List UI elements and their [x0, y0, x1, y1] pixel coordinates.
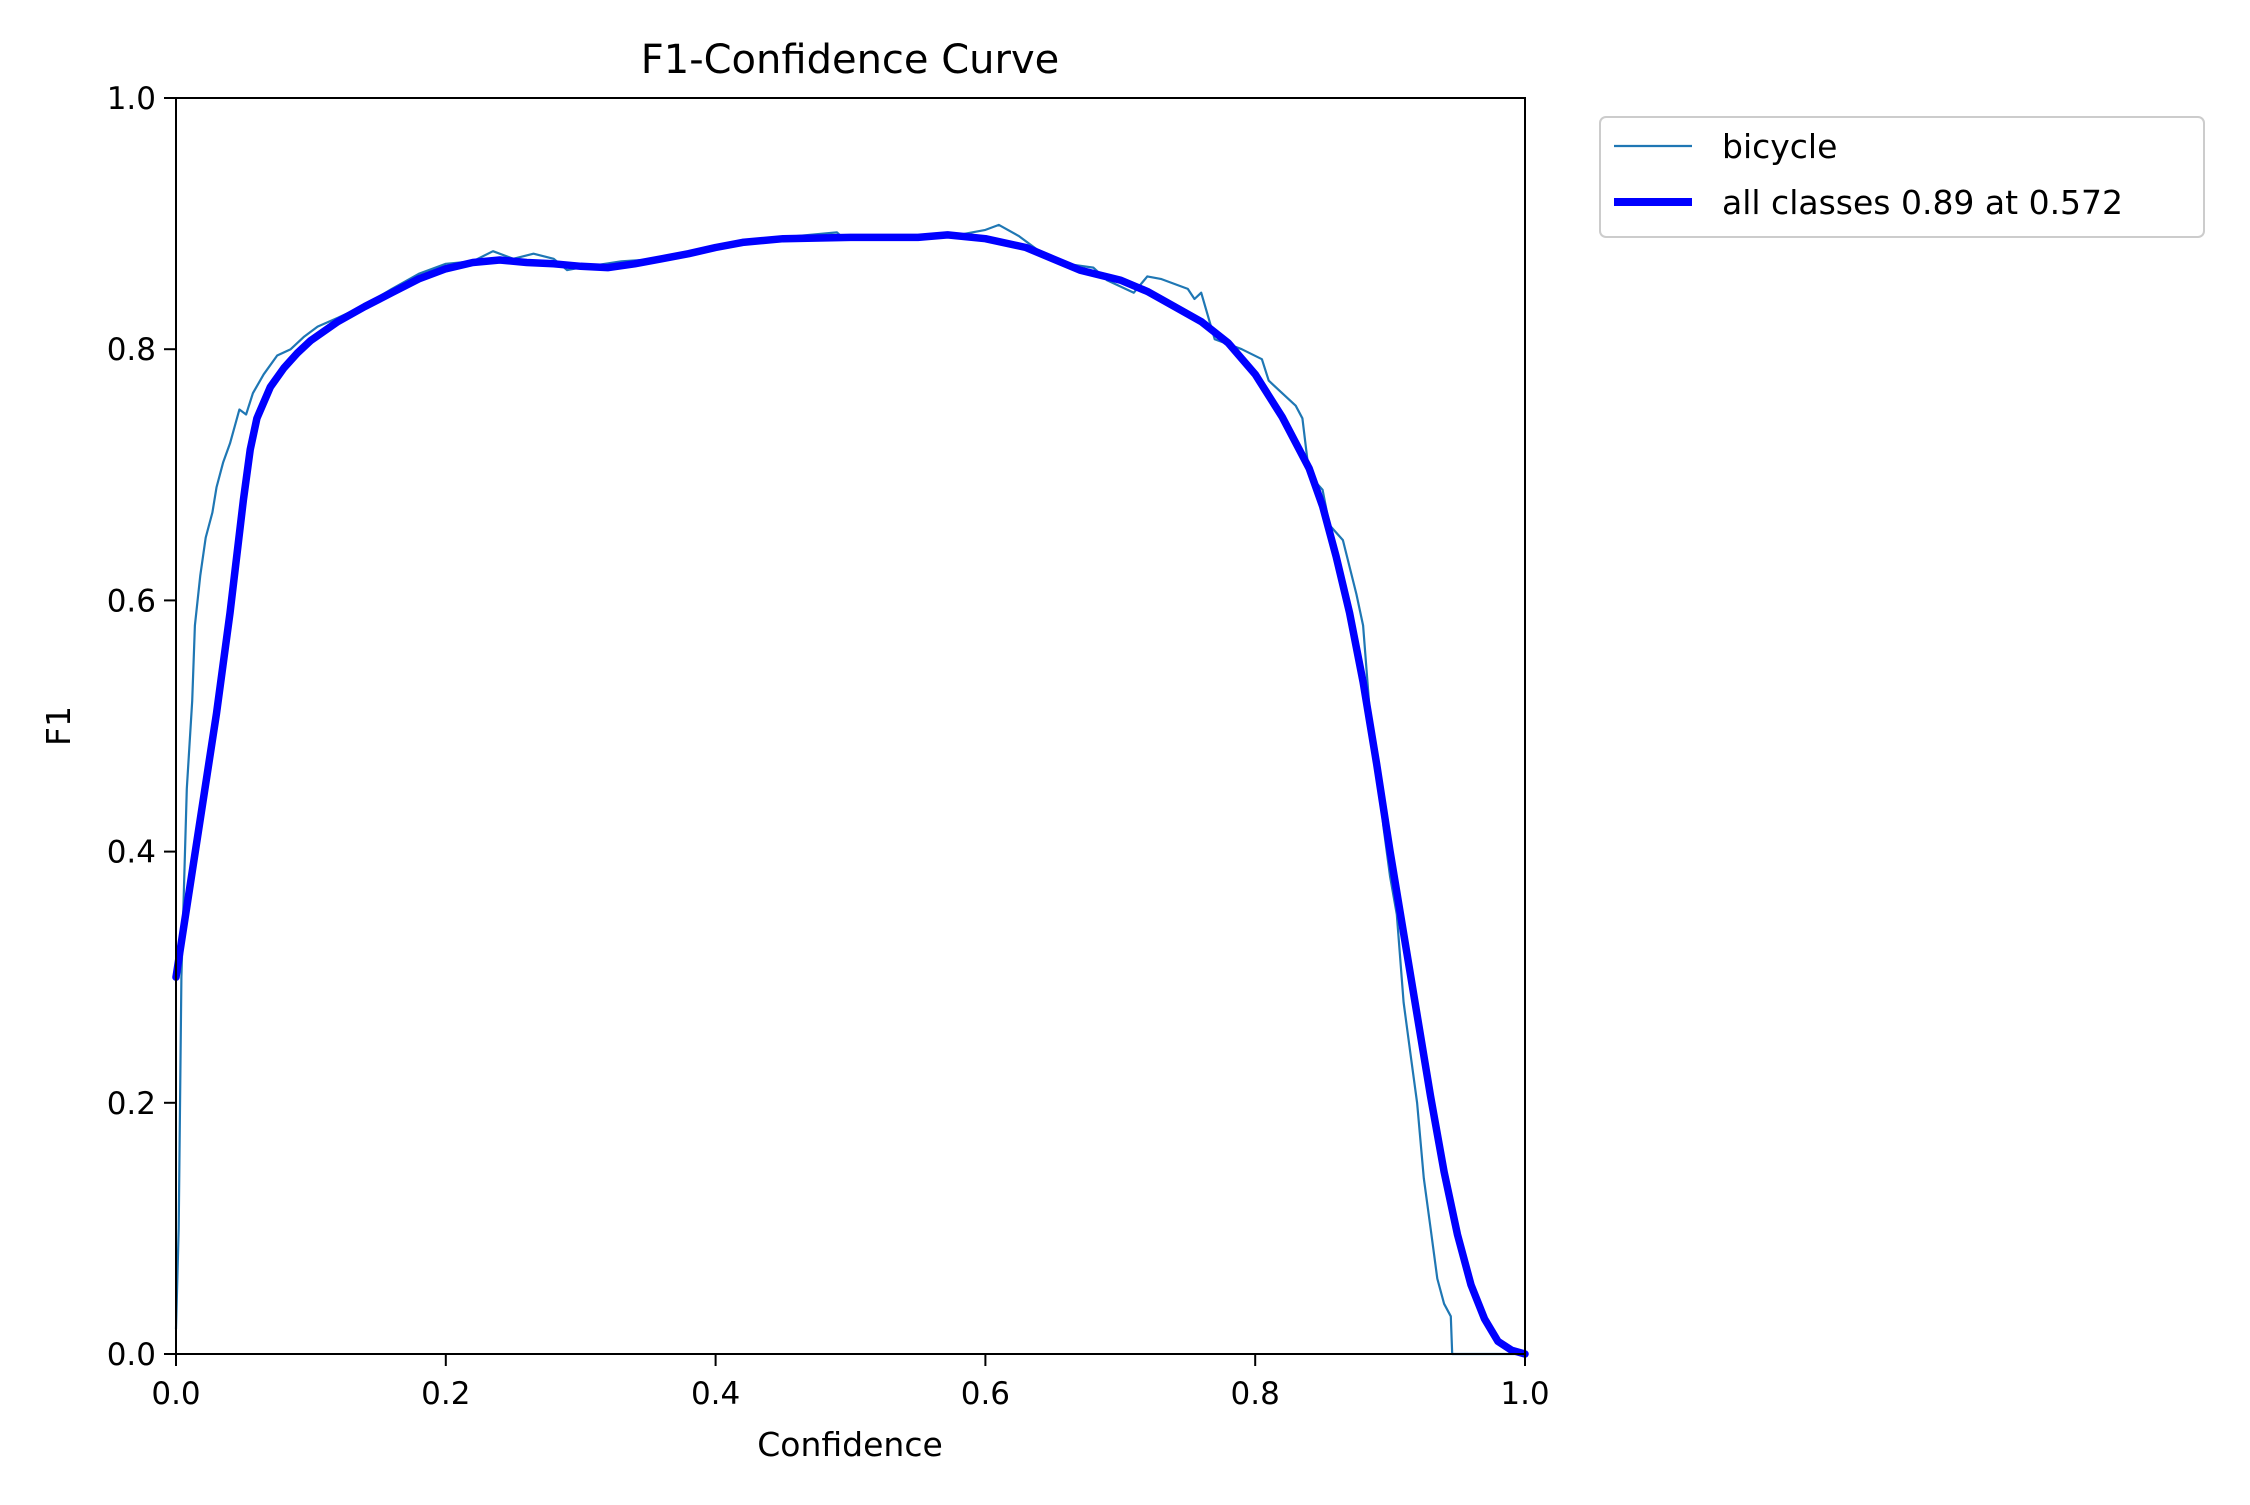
series-line-all-classes — [172, 231, 1529, 1358]
plot-area — [176, 98, 1525, 1354]
x-tick-label: 0.6 — [961, 1376, 1010, 1412]
y-tick-label: 0.8 — [107, 332, 156, 368]
y-tick-label: 1.0 — [107, 81, 156, 117]
x-tick-label: 0.0 — [151, 1376, 200, 1412]
series-layer — [172, 223, 1529, 1358]
x-tick-label: 1.0 — [1500, 1376, 1549, 1412]
x-tick-label: 0.8 — [1231, 1376, 1280, 1412]
chart-title: F1-Confidence Curve — [641, 37, 1060, 83]
y-axis: 0.0 0.2 0.4 0.6 0.8 1.0 — [107, 81, 176, 1373]
x-axis: 0.0 0.2 0.4 0.6 0.8 1.0 — [151, 1354, 1550, 1412]
y-axis-label: F1 — [39, 706, 78, 746]
y-tick-label: 0.6 — [107, 583, 156, 619]
x-tick-label: 0.2 — [421, 1376, 470, 1412]
legend-label-bicycle: bicycle — [1722, 127, 1837, 166]
legend-frame — [1599, 116, 2205, 238]
y-tick-label: 0.0 — [107, 1337, 156, 1373]
legend: bicycle all classes 0.89 at 0.572 — [1599, 116, 2205, 238]
x-axis-label: Confidence — [757, 1425, 943, 1464]
y-tick-label: 0.4 — [107, 835, 156, 871]
legend-label-all-classes: all classes 0.89 at 0.572 — [1722, 183, 2123, 222]
x-tick-label: 0.4 — [691, 1376, 740, 1412]
plot-frame — [175, 97, 1526, 1355]
y-tick-label: 0.2 — [107, 1086, 156, 1122]
